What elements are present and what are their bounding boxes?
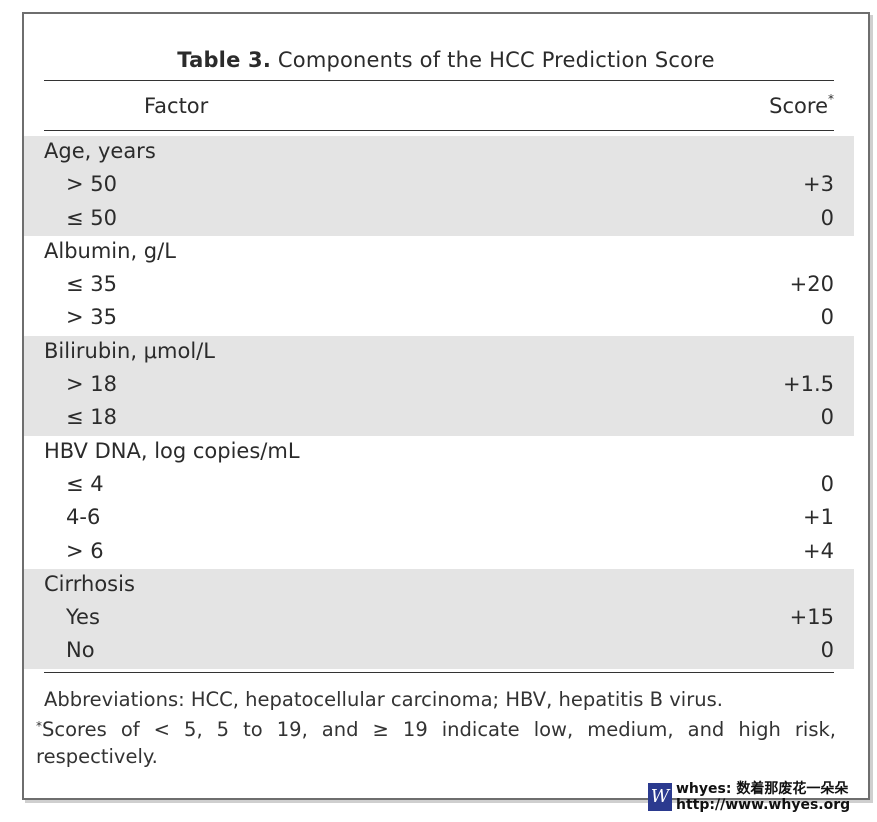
watermark-logo-icon: W — [648, 783, 672, 811]
table-row: ≤ 35 +20 — [24, 269, 854, 302]
factor-label: HBV DNA, log copies/mL — [44, 438, 300, 463]
level-label: No — [66, 638, 95, 663]
rule-bottom — [44, 672, 834, 673]
footnote-abbreviations: Abbreviations: HCC, hepatocellular carci… — [44, 688, 723, 711]
table-caption: Components of the HCC Prediction Score — [271, 48, 715, 72]
score-value: +3 — [803, 172, 834, 197]
table-number: Table 3. — [177, 48, 272, 72]
table-frame: Table 3. Components of the HCC Predictio… — [22, 12, 870, 800]
header-score-mark: * — [828, 92, 834, 106]
table-group: HBV DNA, log copies/mL ≤ 4 0 4-6 +1 > 6 +4 — [24, 436, 854, 569]
table-group: Cirrhosis Yes +15 No 0 — [24, 568, 854, 669]
table-row: > 50 +3 — [24, 169, 854, 202]
level-label: Yes — [66, 605, 100, 630]
score-value: +1 — [803, 505, 834, 530]
factor-label: Age, years — [44, 139, 156, 163]
footnote-scores-text: Scores of < 5, 5 to 19, and ≥ 19 indicat… — [36, 718, 836, 768]
table-group-header: Cirrhosis — [24, 569, 854, 602]
table-group: Bilirubin, μmol/L > 18 +1.5 ≤ 18 0 — [24, 335, 854, 436]
watermark-line2: http://www.whyes.org — [676, 797, 851, 813]
table-group-header: Albumin, g/L — [24, 236, 854, 269]
table-row: No 0 — [24, 635, 854, 668]
level-label: > 18 — [66, 372, 117, 397]
table-group-header: Bilirubin, μmol/L — [24, 336, 854, 369]
footnote-mark: * — [36, 719, 42, 733]
score-value: +20 — [789, 272, 834, 297]
table-group: Albumin, g/L ≤ 35 +20 > 35 0 — [24, 236, 854, 336]
factor-label: Albumin, g/L — [44, 238, 176, 263]
factor-label: Bilirubin, μmol/L — [44, 338, 215, 363]
level-label: > 50 — [66, 172, 117, 197]
table-row: > 35 0 — [24, 302, 854, 335]
table-row: Yes +15 — [24, 602, 854, 635]
table-row: > 6 +4 — [24, 536, 854, 569]
header-score: Score* — [769, 92, 834, 118]
factor-label: Cirrhosis — [44, 571, 135, 596]
watermark-line1: whyes: 数着那废花一朵朵 — [676, 781, 849, 797]
level-label: ≤ 4 — [66, 471, 104, 496]
score-value: 0 — [820, 305, 834, 330]
table-row: ≤ 18 0 — [24, 402, 854, 435]
score-value: 0 — [820, 471, 834, 496]
table-row: 4-6 +1 — [24, 502, 854, 535]
score-value: +15 — [789, 605, 834, 630]
header-factor: Factor — [144, 94, 209, 118]
level-label: ≤ 18 — [66, 405, 117, 430]
table-group: Age, years > 50 +3 ≤ 50 0 — [24, 136, 854, 236]
score-value: +1.5 — [783, 372, 834, 397]
table-title: Table 3. Components of the HCC Predictio… — [24, 48, 868, 72]
table-row: > 18 +1.5 — [24, 369, 854, 402]
header-score-label: Score — [769, 94, 828, 118]
watermark: W whyes: 数着那废花一朵朵 http://www.whyes.org — [648, 781, 863, 813]
table-group-header: HBV DNA, log copies/mL — [24, 436, 854, 469]
table-row: ≤ 4 0 — [24, 469, 854, 502]
score-value: 0 — [820, 638, 834, 663]
table-group-header: Age, years — [24, 136, 854, 169]
table-row: ≤ 50 0 — [24, 203, 854, 236]
watermark-text: whyes: 数着那废花一朵朵 http://www.whyes.org — [676, 781, 850, 813]
footnote-scores: *Scores of < 5, 5 to 19, and ≥ 19 indica… — [36, 713, 836, 770]
score-value: +4 — [803, 538, 834, 563]
level-label: ≤ 35 — [66, 272, 117, 297]
rule-header — [44, 130, 834, 131]
rule-top — [44, 80, 834, 81]
level-label: 4-6 — [66, 505, 101, 530]
level-label: ≤ 50 — [66, 205, 117, 230]
level-label: > 6 — [66, 538, 104, 563]
score-value: 0 — [820, 205, 834, 230]
level-label: > 35 — [66, 305, 117, 330]
score-value: 0 — [820, 405, 834, 430]
